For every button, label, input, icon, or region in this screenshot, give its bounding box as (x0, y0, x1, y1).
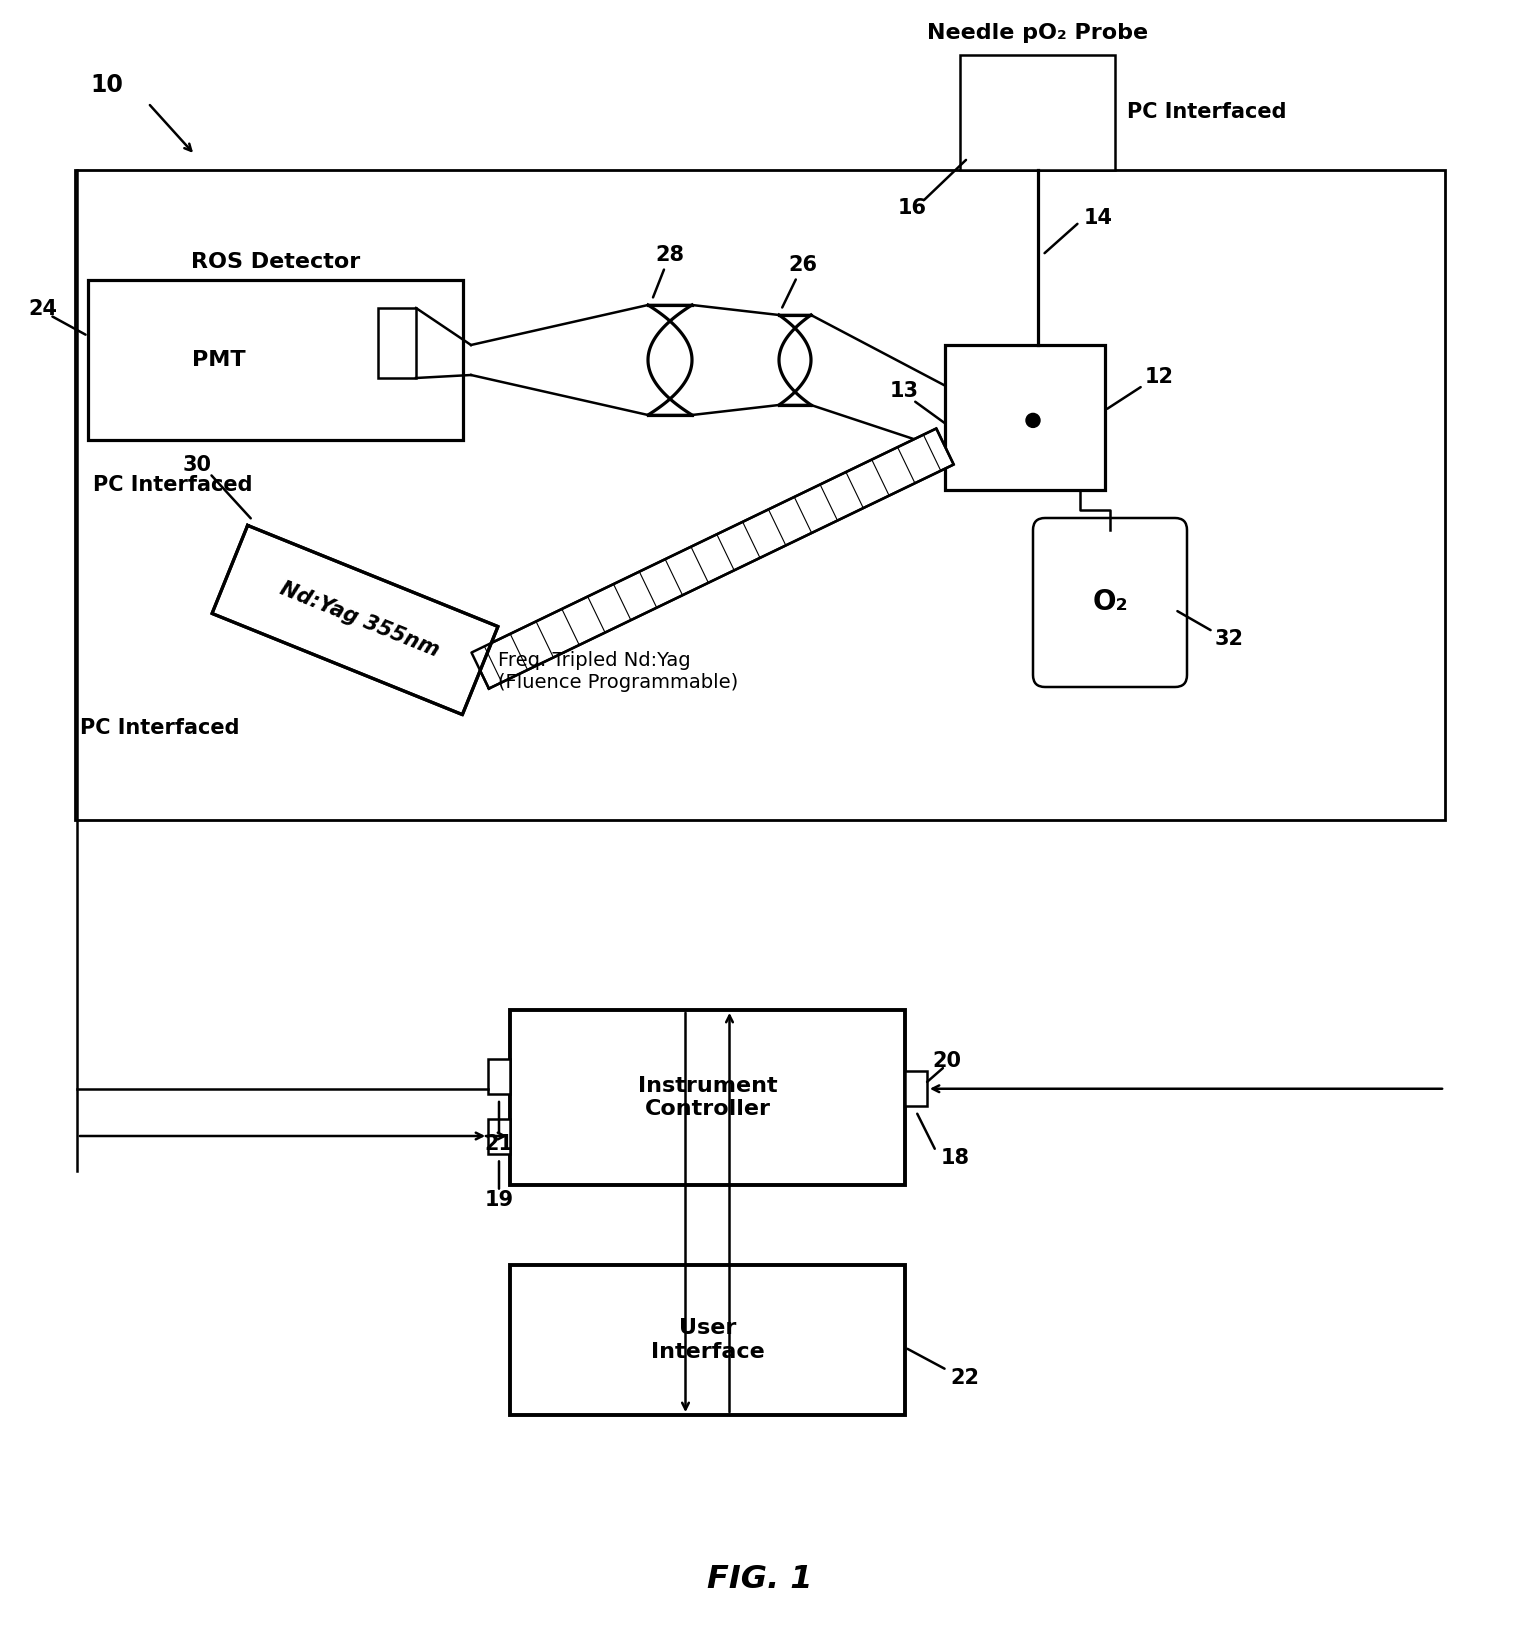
Text: 21: 21 (485, 1134, 513, 1153)
Text: User
Interface: User Interface (650, 1318, 764, 1361)
Text: PC Interfaced: PC Interfaced (93, 475, 252, 495)
Text: 19: 19 (485, 1190, 513, 1209)
Text: 14: 14 (1083, 208, 1112, 228)
Text: 16: 16 (898, 198, 927, 218)
Polygon shape (213, 525, 498, 714)
Text: PC Interfaced: PC Interfaced (81, 718, 240, 738)
Polygon shape (471, 429, 954, 688)
Text: PMT: PMT (193, 350, 246, 370)
Text: Nd:Yag 355nm: Nd:Yag 355nm (278, 579, 442, 662)
Text: 18: 18 (940, 1148, 971, 1168)
Bar (960, 54, 1115, 170)
Text: 26: 26 (788, 256, 817, 276)
Bar (510, 1266, 905, 1416)
Bar (945, 345, 1104, 490)
Text: Needle pO₂ Probe: Needle pO₂ Probe (927, 23, 1148, 43)
Text: 22: 22 (949, 1368, 980, 1388)
Circle shape (1025, 414, 1041, 427)
Text: 28: 28 (656, 244, 685, 266)
Text: 13: 13 (890, 381, 919, 401)
Text: Instrument
Controller: Instrument Controller (638, 1076, 778, 1119)
Bar (74, 170, 1445, 820)
Bar (488, 1059, 510, 1094)
Bar (378, 309, 416, 378)
Text: 32: 32 (1215, 629, 1244, 648)
Text: 20: 20 (933, 1051, 962, 1071)
Bar (510, 1010, 905, 1185)
Text: Freq. Tripled Nd:Yag
(Fluence Programmable): Freq. Tripled Nd:Yag (Fluence Programmab… (498, 650, 738, 691)
Bar (905, 1071, 927, 1106)
Bar (488, 1119, 510, 1153)
Text: 10: 10 (90, 73, 123, 97)
Text: O₂: O₂ (1092, 589, 1127, 617)
FancyBboxPatch shape (1033, 518, 1186, 686)
Text: ROS Detector: ROS Detector (191, 252, 360, 272)
Text: 24: 24 (27, 299, 58, 318)
Text: 30: 30 (182, 455, 211, 475)
Text: PC Interfaced: PC Interfaced (1127, 102, 1287, 122)
Bar (88, 280, 463, 441)
Text: 12: 12 (1145, 366, 1174, 386)
Text: FIG. 1: FIG. 1 (708, 1564, 813, 1596)
